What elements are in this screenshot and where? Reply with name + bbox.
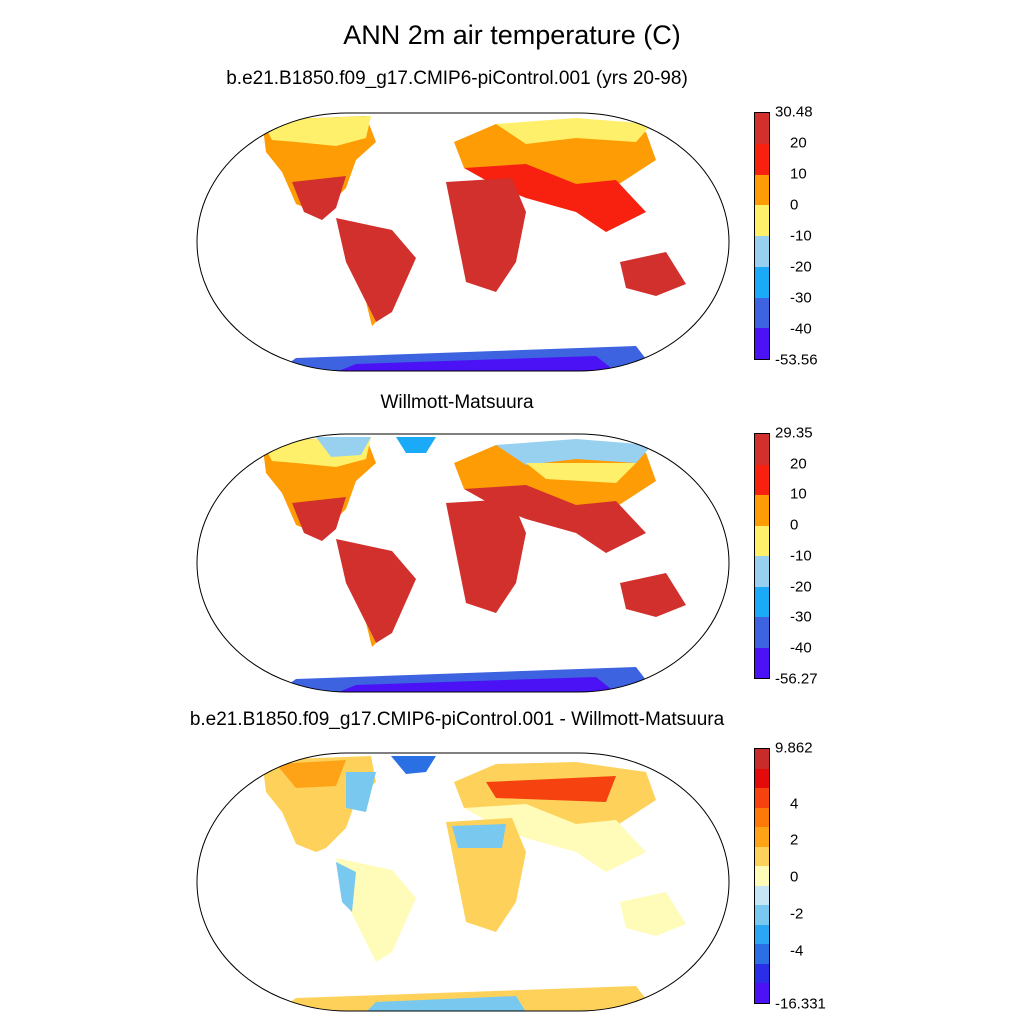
colorbar-swatch [755, 586, 769, 617]
map-border [196, 112, 730, 372]
panel-1-colorbar-max: 30.48 [775, 103, 813, 121]
colorbar-swatch [755, 434, 769, 465]
colorbar-swatch [755, 556, 769, 587]
colorbar-swatch [755, 328, 769, 359]
eurasia-north [496, 118, 652, 144]
south-america-tip [366, 302, 376, 326]
greenland [381, 116, 436, 144]
colorbar-swatch [755, 143, 769, 175]
panel-2-title: Willmott-Matsuura [380, 392, 534, 413]
africa [446, 178, 526, 292]
panel-1-colorbar [754, 112, 770, 360]
south-america [336, 858, 416, 962]
panel-1-tick: 20 [790, 134, 807, 152]
colorbar-swatch [755, 749, 769, 769]
panel-2-tick: 10 [790, 485, 807, 503]
north-america-south [292, 497, 346, 541]
colorbar-swatch [755, 768, 769, 789]
colorbar-swatch [755, 297, 769, 329]
panel-1-tick: -30 [790, 289, 812, 307]
australia [620, 892, 686, 936]
panel-1-map [196, 112, 730, 372]
siberia [526, 463, 636, 483]
panel-2-tick: -10 [790, 547, 812, 565]
panel-1-tick: -20 [790, 258, 812, 276]
panel-2-tick: 20 [790, 455, 807, 473]
greenland [391, 756, 436, 774]
eurasia-north [496, 439, 652, 465]
antarctica-interior [336, 356, 616, 371]
map-border [196, 752, 730, 1012]
south-america [336, 539, 416, 643]
panel-1-tick: -40 [790, 320, 812, 338]
antarctica-interior [336, 677, 616, 692]
figure-title: ANN 2m air temperature (C) [343, 20, 681, 50]
colorbar-swatch [755, 205, 769, 236]
south-america [336, 218, 416, 322]
map-border [196, 433, 730, 693]
panel-3-colorbar-min: -16.331 [775, 995, 826, 1013]
panel-3-title: b.e21.B1850.f09_g17.CMIP6-piControl.001 … [189, 709, 725, 730]
panel-2-colorbar-max: 29.35 [775, 424, 813, 442]
colorbar-swatch [755, 495, 769, 526]
colorbar-swatch [755, 525, 769, 556]
panel-1-colorbar-min: -53.56 [775, 351, 818, 369]
north-america-north [262, 116, 371, 146]
panel-3-map [196, 752, 730, 1012]
greenland [396, 437, 436, 453]
colorbar-swatch [755, 827, 769, 847]
panel-3-tick: -4 [790, 942, 804, 960]
colorbar-swatch [755, 464, 769, 495]
panel-3-colorbar [754, 748, 770, 1004]
panel-3-tick: -2 [790, 905, 804, 923]
east-canada-cool [346, 772, 376, 812]
panel-1-title: b.e21.B1850.f09_g17.CMIP6-piControl.001 … [226, 68, 688, 89]
colorbar-swatch [755, 885, 769, 906]
panel-2-tick: -40 [790, 639, 812, 657]
colorbar-swatch [755, 174, 769, 206]
panel-2-tick: -20 [790, 578, 812, 596]
panel-3-colorbar-max: 9.862 [775, 739, 813, 757]
panel-1-tick: 0 [790, 196, 799, 214]
north-america-south [292, 176, 346, 220]
colorbar-swatch [755, 963, 769, 984]
panel-3-tick: 4 [790, 795, 799, 813]
colorbar-swatch [755, 266, 769, 298]
colorbar-swatch [755, 905, 769, 925]
colorbar-swatch [755, 866, 769, 886]
panel-2-tick: -30 [790, 608, 812, 626]
andes-cool [336, 862, 356, 912]
panel-3-tick: 0 [790, 868, 799, 886]
panel-1-tick: 10 [790, 165, 807, 183]
antarctica-cool [366, 996, 526, 1011]
colorbar-swatch [755, 807, 769, 828]
colorbar-swatch [755, 944, 769, 964]
canada-warm [276, 760, 346, 788]
south-america-tip [366, 623, 376, 647]
panel-3-tick: 2 [790, 831, 799, 849]
colorbar-swatch [755, 236, 769, 267]
panel-2-colorbar-min: -56.27 [775, 670, 818, 688]
colorbar-swatch [755, 983, 769, 1003]
sahara-cool [452, 824, 506, 848]
canada-arctic [316, 437, 371, 457]
panel-2-tick: 0 [790, 516, 799, 534]
colorbar-swatch [755, 846, 769, 867]
panel-2-map [196, 433, 730, 693]
australia [620, 252, 686, 296]
colorbar-swatch [755, 788, 769, 808]
australia [620, 573, 686, 617]
colorbar-swatch [755, 647, 769, 678]
africa [446, 499, 526, 613]
panel-1-tick: -10 [790, 227, 812, 245]
colorbar-swatch [755, 113, 769, 144]
colorbar-swatch [755, 924, 769, 945]
eurasia-warm-band [486, 776, 616, 802]
colorbar-swatch [755, 617, 769, 648]
panel-2-colorbar [754, 433, 770, 679]
